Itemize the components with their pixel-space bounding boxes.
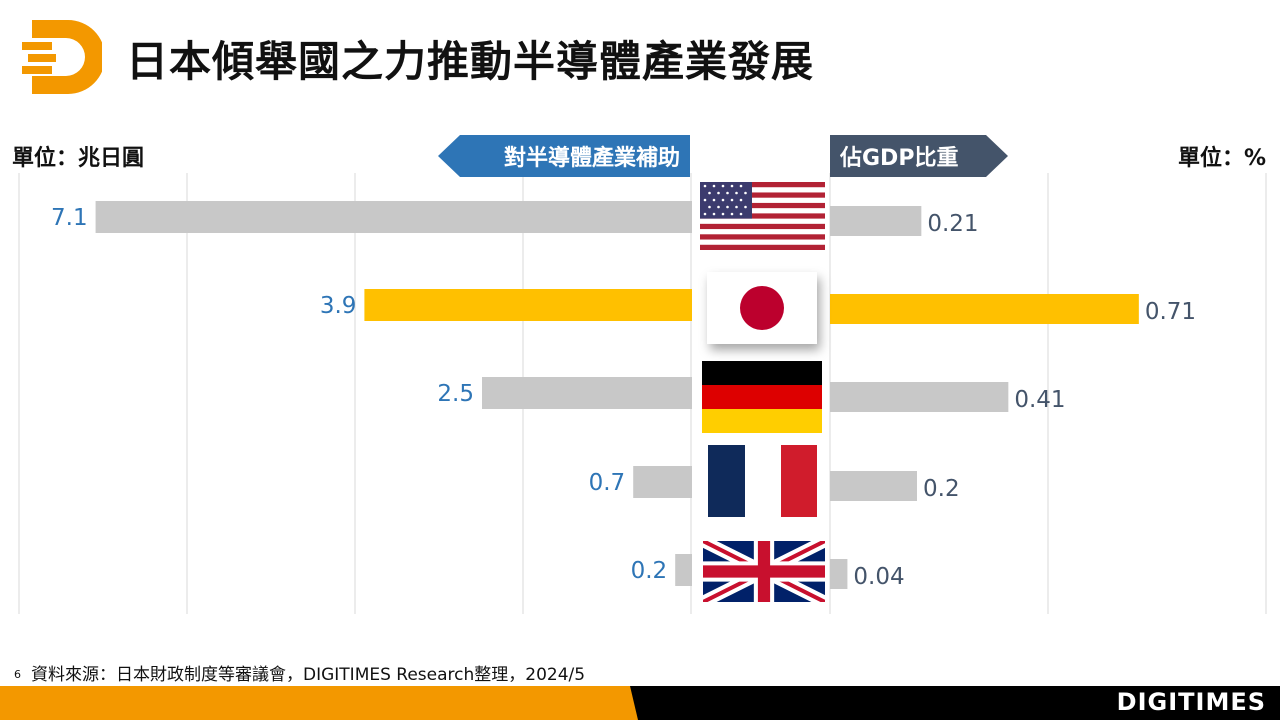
gdp-share-bar-3 bbox=[830, 471, 917, 501]
gdp-share-bar-4 bbox=[830, 559, 848, 589]
subsidy-value-label-1: 3.9 bbox=[320, 293, 357, 319]
gdp-share-value-label-0: 0.21 bbox=[927, 211, 978, 237]
japan-flag-icon bbox=[707, 272, 817, 344]
gdp-share-series-banner: 佔GDP比重 bbox=[830, 135, 1008, 177]
gdp-share-value-label-4: 0.04 bbox=[853, 564, 904, 590]
subsidy-value-label-3: 0.7 bbox=[589, 470, 626, 496]
right-unit-label: 單位：% bbox=[1177, 146, 1266, 171]
gdp-share-value-label-2: 0.41 bbox=[1014, 387, 1065, 413]
gdp-share-value-label-3: 0.2 bbox=[923, 476, 960, 502]
subsidy-value-label-2: 2.5 bbox=[437, 381, 474, 407]
source-note: 6 資料來源：日本財政制度等審議會，DIGITIMES Research整理，20… bbox=[14, 660, 585, 685]
gdp-banner-text: 佔GDP比重 bbox=[840, 146, 959, 171]
subsidy-bar-4 bbox=[675, 554, 692, 586]
subsidy-bar-1 bbox=[364, 289, 692, 321]
subsidy-bar-3 bbox=[633, 466, 692, 498]
source-text: 資料來源：日本財政制度等審議會，DIGITIMES Research整理，202… bbox=[31, 665, 586, 685]
digitimes-logo-icon bbox=[22, 20, 102, 94]
page-number: 6 bbox=[14, 668, 21, 681]
france-flag-icon bbox=[708, 445, 817, 517]
gdp-share-bar-1 bbox=[830, 294, 1139, 324]
uk-flag-icon bbox=[703, 541, 825, 602]
subsidy-value-label-4: 0.2 bbox=[631, 558, 668, 584]
left-unit-label: 單位：兆日圓 bbox=[12, 146, 145, 171]
gdp-share-value-label-1: 0.71 bbox=[1145, 299, 1196, 325]
subsidy-bar-2 bbox=[482, 377, 692, 409]
subsidy-value-label-0: 7.1 bbox=[51, 205, 88, 231]
page-title: 日本傾舉國之力推動半導體產業發展 bbox=[126, 37, 815, 86]
gdp-share-bar-0 bbox=[830, 206, 922, 236]
us-flag-icon bbox=[700, 182, 825, 250]
subsidy-series-banner: 對半導體產業補助 bbox=[438, 135, 690, 177]
footer-bar bbox=[0, 686, 1280, 720]
subsidy-banner-text: 對半導體產業補助 bbox=[503, 146, 680, 171]
subsidy-bar-0 bbox=[95, 201, 693, 233]
germany-flag-icon bbox=[702, 361, 822, 433]
gdp-share-bar-2 bbox=[830, 382, 1009, 412]
brand-wordmark: DIGITIMES bbox=[1116, 688, 1266, 716]
